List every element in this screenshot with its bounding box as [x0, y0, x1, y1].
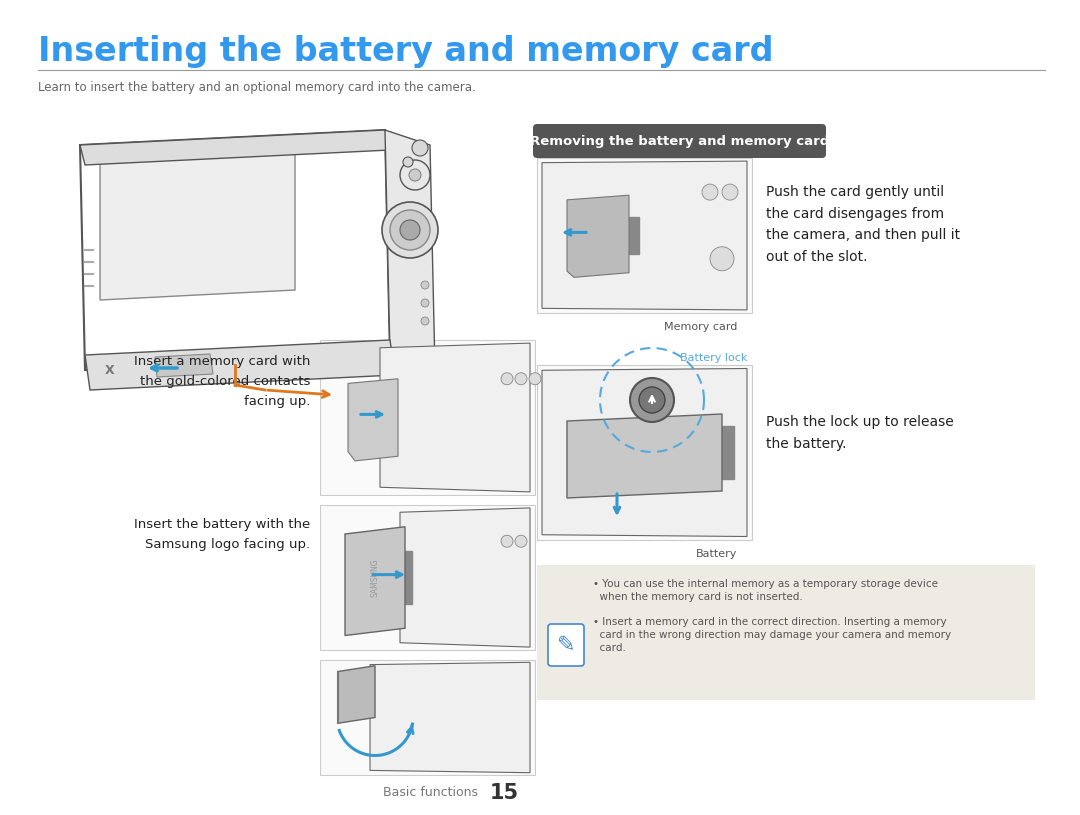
Text: • Insert a memory card in the correct direction. Inserting a memory: • Insert a memory card in the correct di… [593, 617, 947, 627]
Text: • You can use the internal memory as a temporary storage device: • You can use the internal memory as a t… [593, 579, 939, 589]
Circle shape [515, 372, 527, 385]
Text: Inserting the battery and memory card: Inserting the battery and memory card [38, 36, 773, 68]
Bar [380, 399, 392, 436]
Circle shape [421, 281, 429, 289]
Bar [400, 552, 411, 604]
Text: Battery lock: Battery lock [680, 353, 747, 363]
Text: Memory card: Memory card [663, 322, 737, 332]
Polygon shape [100, 145, 295, 300]
Polygon shape [542, 161, 747, 310]
Text: Insert a memory card with
the gold-colored contacts
facing up.: Insert a memory card with the gold-color… [134, 355, 310, 408]
Text: X: X [105, 363, 114, 377]
Bar [537, 365, 752, 540]
FancyBboxPatch shape [548, 624, 584, 666]
Polygon shape [370, 663, 530, 773]
Circle shape [501, 535, 513, 547]
Circle shape [390, 210, 430, 250]
Text: Learn to insert the battery and an optional memory card into the camera.: Learn to insert the battery and an optio… [38, 82, 476, 95]
Bar [627, 217, 639, 254]
Text: SAMSUNG: SAMSUNG [370, 558, 379, 597]
Polygon shape [345, 526, 405, 636]
Circle shape [702, 184, 718, 200]
Circle shape [529, 372, 541, 385]
Polygon shape [80, 130, 390, 370]
Text: Removing the battery and memory card: Removing the battery and memory card [530, 134, 829, 148]
Polygon shape [338, 666, 375, 723]
Polygon shape [156, 354, 213, 377]
Bar [537, 158, 752, 313]
Text: card in the wrong direction may damage your camera and memory: card in the wrong direction may damage y… [593, 630, 951, 640]
Text: 15: 15 [490, 783, 519, 803]
Bar [320, 660, 535, 775]
Circle shape [382, 202, 438, 258]
Polygon shape [400, 508, 530, 647]
Polygon shape [542, 368, 747, 536]
Bar [537, 565, 1035, 700]
Circle shape [403, 157, 413, 167]
Polygon shape [384, 130, 435, 370]
Circle shape [421, 317, 429, 325]
Circle shape [630, 378, 674, 422]
Circle shape [501, 372, 513, 385]
Circle shape [421, 299, 429, 307]
Circle shape [710, 247, 734, 271]
FancyBboxPatch shape [534, 124, 826, 158]
Bar [320, 340, 535, 495]
Text: Insert the battery with the
Samsung logo facing up.: Insert the battery with the Samsung logo… [134, 518, 310, 551]
Text: ✎: ✎ [556, 635, 576, 655]
Text: Battery: Battery [696, 549, 737, 559]
Circle shape [409, 169, 421, 181]
Polygon shape [348, 379, 399, 461]
Circle shape [411, 140, 428, 156]
Text: Push the card gently until
the card disengages from
the camera, and then pull it: Push the card gently until the card dise… [766, 185, 960, 264]
Text: card.: card. [593, 643, 626, 653]
Polygon shape [380, 343, 530, 492]
Bar [723, 426, 734, 478]
Circle shape [639, 387, 665, 413]
Circle shape [400, 160, 430, 190]
Text: when the memory card is not inserted.: when the memory card is not inserted. [593, 592, 802, 602]
Polygon shape [567, 414, 723, 498]
Polygon shape [567, 196, 629, 277]
Circle shape [515, 535, 527, 547]
Circle shape [400, 220, 420, 240]
Circle shape [723, 184, 738, 200]
Bar [320, 505, 535, 650]
Polygon shape [80, 130, 390, 165]
Text: Push the lock up to release
the battery.: Push the lock up to release the battery. [766, 415, 954, 451]
Polygon shape [85, 340, 395, 390]
Text: Basic functions: Basic functions [383, 786, 478, 800]
